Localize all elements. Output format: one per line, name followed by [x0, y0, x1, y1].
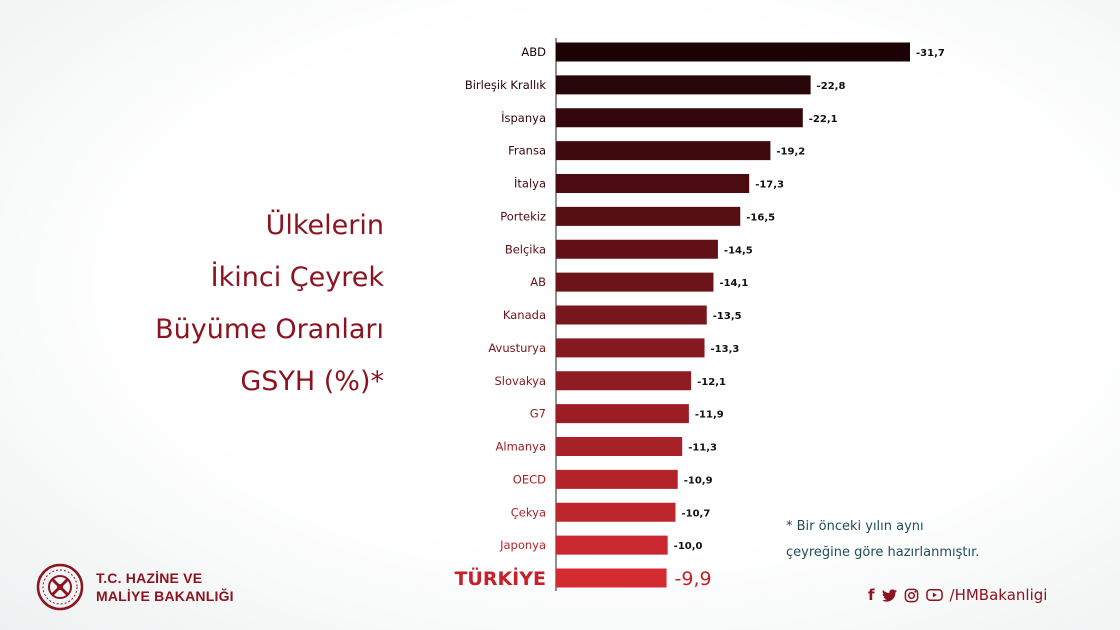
category-label: Belçika [505, 242, 546, 256]
value-label: -10,7 [681, 508, 710, 519]
ministry-name-line1: T.C. HAZİNE VE [96, 570, 203, 586]
bar-13 [556, 469, 678, 489]
category-label: G7 [530, 407, 546, 421]
bar-3 [556, 141, 771, 161]
category-label: ABD [521, 45, 546, 59]
bar-6 [556, 239, 718, 259]
footnote-line: çeyreğine göre hazırlanmıştır. [786, 545, 980, 560]
bar-5 [556, 206, 741, 226]
category-label: OECD [513, 472, 546, 486]
chart-title: Ülkelerin İkinci Çeyrek Büyüme Oranları … [155, 200, 384, 408]
value-label: -14,5 [724, 245, 753, 256]
social-handle[interactable]: /HMBakanligi [949, 586, 1048, 604]
social-links: f /HMBakanligi [868, 586, 1047, 604]
title-line: Ülkelerin [265, 210, 384, 241]
twitter-icon[interactable] [881, 588, 897, 602]
value-label: -17,3 [755, 180, 784, 191]
value-label: -10,0 [674, 541, 703, 552]
ministry-name: T.C. HAZİNE VE MALİYE BAKANLIĞI [96, 569, 234, 605]
title-line: Büyüme Oranları [155, 314, 384, 345]
youtube-icon[interactable] [925, 588, 943, 602]
bar-14 [556, 502, 676, 522]
value-label: -11,3 [688, 443, 717, 454]
category-label: Birleşik Krallık [465, 78, 546, 92]
category-label: Portekiz [500, 209, 546, 223]
value-label: -13,3 [711, 344, 740, 355]
category-label: Avusturya [488, 341, 546, 355]
footnote: * Bir önceki yılın aynı çeyreğine göre h… [786, 514, 979, 566]
value-label: -31,7 [916, 48, 945, 59]
category-label: Almanya [496, 440, 546, 454]
category-label: Çekya [511, 505, 546, 519]
footnote-line: * Bir önceki yılın aynı [786, 519, 924, 534]
category-label: TÜRKİYE [454, 566, 546, 590]
bar-2 [556, 108, 803, 128]
ministry-logo: T.C. HAZİNE VE MALİYE BAKANLIĞI [36, 563, 234, 611]
value-label: -14,1 [719, 278, 748, 289]
bar-1 [556, 75, 811, 95]
bar-8 [556, 305, 707, 325]
bar-11 [556, 404, 689, 424]
category-label: İtalya [514, 176, 546, 191]
category-label: Japonya [499, 538, 546, 552]
bar-4 [556, 174, 750, 193]
bar-16 [556, 568, 667, 588]
title-line: GSYH (%)* [240, 366, 384, 397]
category-label: Fransa [508, 144, 546, 158]
bar-7 [556, 272, 714, 292]
emblem-icon [36, 563, 84, 611]
ministry-name-line2: MALİYE BAKANLIĞI [96, 588, 234, 604]
value-label: -9,9 [675, 568, 712, 590]
value-label: -13,5 [713, 311, 742, 322]
value-label: -19,2 [776, 147, 805, 158]
bar-12 [556, 437, 683, 456]
instagram-icon[interactable] [904, 588, 919, 603]
value-label: -22,1 [809, 114, 838, 125]
category-label: Slovakya [495, 374, 547, 388]
category-label: AB [530, 275, 546, 289]
bar-0 [556, 42, 910, 62]
bar-9 [556, 338, 705, 358]
value-label: -22,8 [817, 81, 846, 92]
value-label: -12,1 [697, 377, 726, 388]
category-label: Kanada [503, 308, 546, 322]
value-label: -16,5 [746, 212, 775, 223]
category-label: İspanya [501, 110, 546, 125]
bar-15 [556, 535, 668, 555]
bar-10 [556, 371, 692, 391]
facebook-icon[interactable]: f [868, 586, 875, 604]
value-label: -11,9 [695, 410, 724, 421]
value-label: -10,9 [684, 475, 713, 486]
title-line: İkinci Çeyrek [210, 262, 384, 293]
